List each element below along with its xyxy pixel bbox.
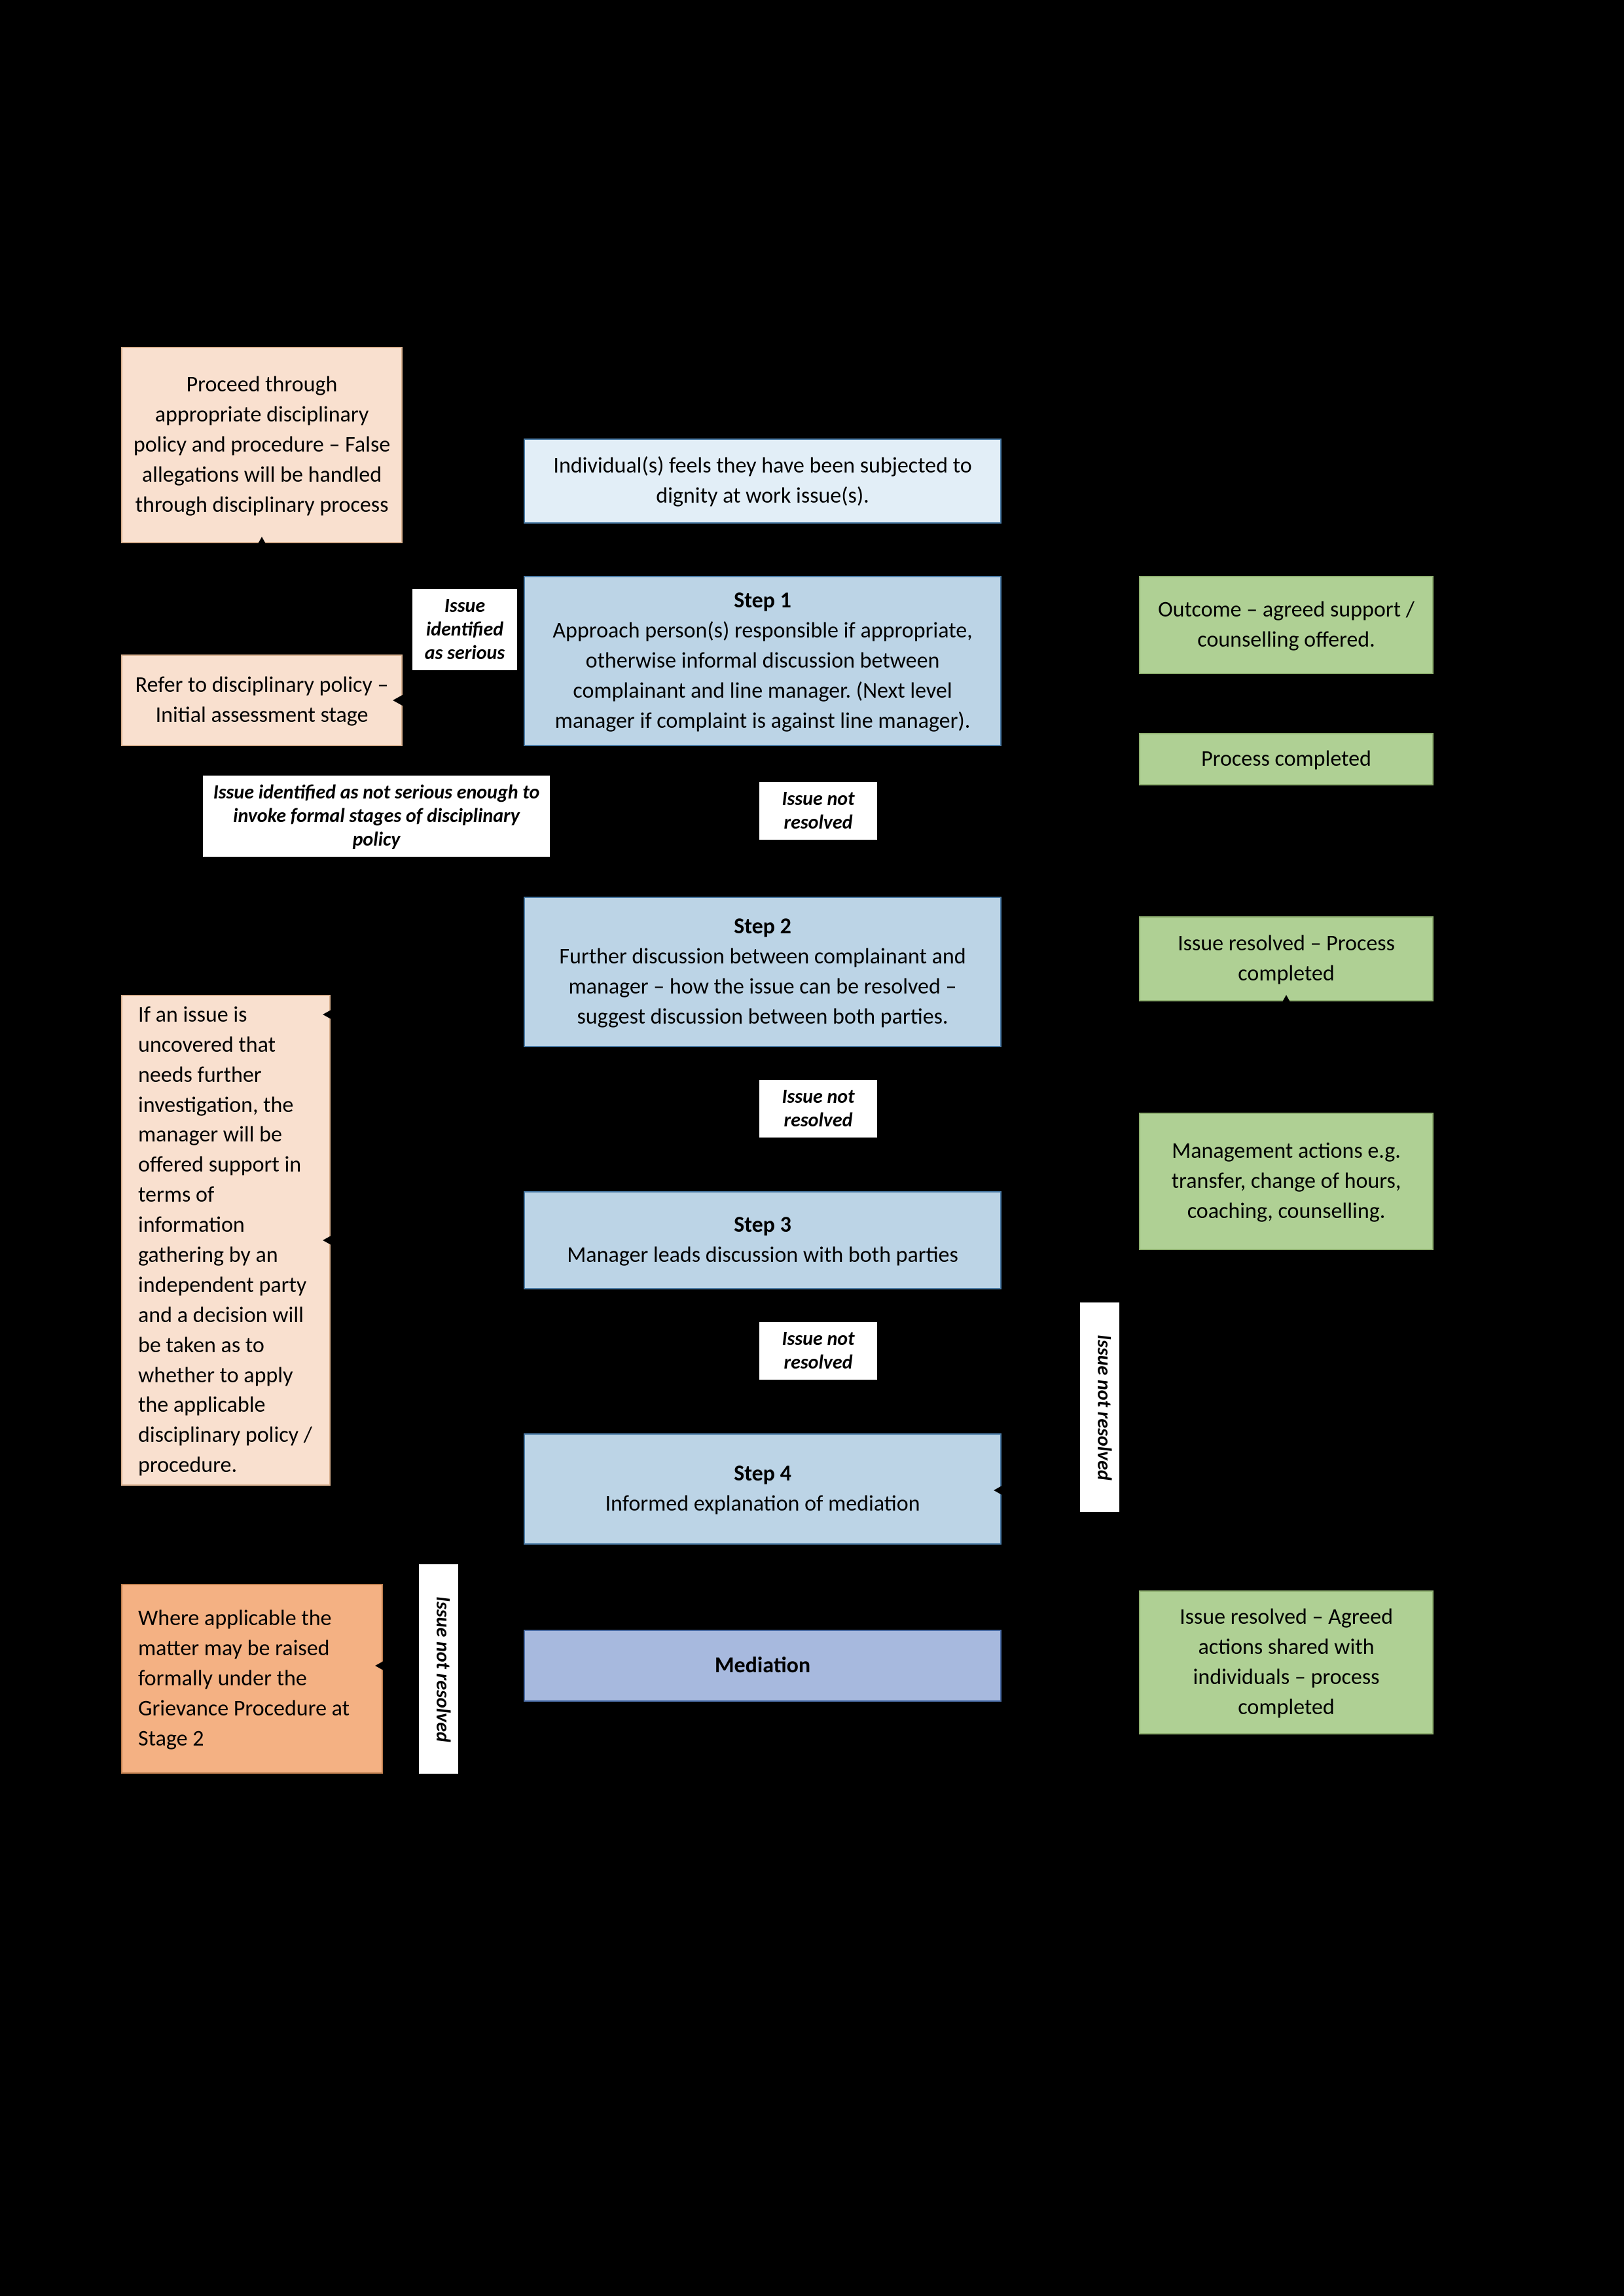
step3-text: Manager leads discussion with both parti… (535, 1240, 990, 1270)
nr3-text: Issue not resolved (782, 1327, 854, 1374)
nrv1-text: Issue not resolved (431, 1596, 455, 1742)
arrowhead (1127, 1659, 1139, 1672)
connector (261, 543, 263, 655)
step2-node: Step 2 Further discussion between compla… (524, 897, 1001, 1047)
pc1-text: Process completed (1151, 744, 1422, 774)
arrowhead (756, 885, 769, 897)
connector (1285, 1001, 1288, 1113)
arrowhead (323, 1234, 334, 1247)
resolved2-text: Issue resolved – Process completed (1151, 929, 1422, 989)
label-not-resolved-2: Issue not resolved (759, 1080, 877, 1138)
arrowhead (255, 537, 268, 548)
arrowhead (1280, 995, 1293, 1007)
arrowhead (994, 1484, 1005, 1497)
arrowhead (1127, 619, 1139, 632)
uncovered-node: If an issue is uncovered that needs furt… (121, 995, 331, 1486)
step2-title: Step 2 (535, 912, 990, 942)
arrowhead (756, 1422, 769, 1433)
outcome-node: Outcome – agreed support / counselling o… (1139, 576, 1434, 674)
label-not-resolved-v1: Issue not resolved (419, 1564, 458, 1774)
final-text: Issue resolved – Agreed actions shared w… (1151, 1602, 1422, 1723)
final-node: Issue resolved – Agreed actions shared w… (1139, 1590, 1434, 1734)
step3-node: Step 3 Manager leads discussion with bot… (524, 1191, 1001, 1289)
connector (1001, 624, 1139, 626)
label-serious: Issue identified as serious (412, 589, 517, 670)
step4-title: Step 4 (535, 1459, 990, 1489)
arrowhead (756, 1179, 769, 1191)
label-not-resolved-3: Issue not resolved (759, 1322, 877, 1380)
connector (1001, 958, 1139, 960)
connector (1001, 1239, 1060, 1242)
mediation-title: Mediation (535, 1651, 990, 1681)
grievance-node: Where applicable the matter may be raise… (121, 1584, 383, 1774)
connector (331, 1013, 524, 1016)
connector (331, 1239, 524, 1242)
connector (1060, 1180, 1063, 1242)
arrowhead (393, 694, 405, 707)
proceed-node: Proceed through appropriate disciplinary… (121, 347, 403, 543)
connector (403, 699, 524, 702)
arrowhead (1280, 721, 1293, 733)
connector (261, 746, 263, 779)
arrowhead (375, 1659, 387, 1672)
start-node: Individual(s) feels they have been subje… (524, 439, 1001, 524)
arrowhead (1127, 1175, 1139, 1188)
refer-node: Refer to disciplinary policy – Initial a… (121, 655, 403, 746)
connector (209, 946, 522, 948)
arrowhead (323, 1008, 334, 1021)
step1-text: Approach person(s) responsible if approp… (535, 616, 990, 736)
arrowhead (1127, 952, 1139, 965)
mediation-node: Mediation (524, 1630, 1001, 1702)
proceed-text: Proceed through appropriate disciplinary… (133, 370, 391, 520)
mgmt-node: Management actions e.g. transfer, change… (1139, 1113, 1434, 1250)
refer-text: Refer to disciplinary policy – Initial a… (133, 670, 391, 730)
arrowhead (756, 564, 769, 576)
label-serious-text: Issue identified as serious (425, 594, 505, 665)
nrv2-text: Issue not resolved (1092, 1335, 1116, 1480)
arrowhead (512, 1008, 524, 1021)
label-not-resolved-v2: Issue not resolved (1080, 1302, 1119, 1512)
nr2-text: Issue not resolved (782, 1085, 854, 1132)
connector (450, 1664, 524, 1667)
resolved2-node: Issue resolved – Process completed (1139, 916, 1434, 1001)
grievance-text: Where applicable the matter may be raise… (138, 1604, 366, 1753)
step4-node: Step 4 Informed explanation of mediation (524, 1433, 1001, 1545)
mgmt-text: Management actions e.g. transfer, change… (1151, 1136, 1422, 1227)
connector (209, 887, 212, 946)
step4-text: Informed explanation of mediation (535, 1489, 990, 1519)
arrowhead (512, 941, 524, 954)
nr1-text: Issue not resolved (782, 787, 854, 834)
start-text: Individual(s) feels they have been subje… (535, 451, 990, 511)
connector (761, 1545, 764, 1630)
uncovered-text: If an issue is uncovered that needs furt… (138, 1000, 314, 1480)
label-not-resolved-1: Issue not resolved (759, 782, 877, 840)
arrowhead (756, 1618, 769, 1630)
step1-node: Step 1 Approach person(s) responsible if… (524, 576, 1001, 746)
process-completed-1-node: Process completed (1139, 733, 1434, 785)
connector (1001, 1664, 1139, 1667)
arrowhead (512, 1234, 524, 1247)
step1-title: Step 1 (535, 586, 990, 616)
step3-title: Step 3 (535, 1210, 990, 1240)
label-not-serious: Issue identified as not serious enough t… (203, 776, 550, 857)
step2-text: Further discussion between complainant a… (535, 942, 990, 1032)
outcome-text: Outcome – agreed support / counselling o… (1151, 595, 1422, 655)
notserious-text: Issue identified as not serious enough t… (213, 780, 540, 852)
